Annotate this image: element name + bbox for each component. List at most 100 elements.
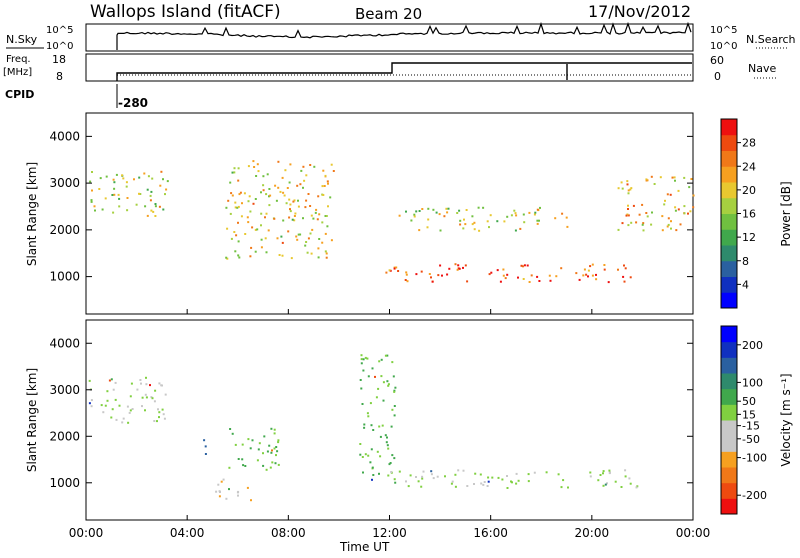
echo-dot [138,192,140,195]
velocity-y-ticks: 4000 3000 2000 1000 [49,336,693,490]
echo-dot [118,404,121,407]
echo-dot [418,210,421,212]
echo-dot [393,478,396,481]
echo-dot [496,269,499,272]
echo-dot [459,219,462,222]
echo-dot [513,209,516,212]
echo-dot [627,208,629,210]
station-title: Wallops Island (fitACF) [90,2,281,22]
echo-dot [370,448,373,451]
echo-dot [327,205,329,208]
echo-dot [362,369,365,372]
colorbar-tick-label: -200 [742,489,767,502]
echo-dot [281,241,284,244]
echo-dot [435,211,438,214]
y-tick-label: 2000 [49,223,80,237]
echo-dot [243,192,246,195]
echo-dot [457,469,460,472]
echo-dot [122,177,125,180]
echo-dot [398,214,401,217]
echo-dot [624,469,627,472]
echo-dot [104,197,107,200]
echo-dot [153,420,156,422]
echo-dot [389,462,392,464]
echo-dot [390,425,393,428]
echo-dot [385,271,388,274]
echo-dot [254,198,257,200]
colorbar-segment [721,388,737,405]
echo-dot [360,387,363,390]
echo-dot [281,254,284,257]
echo-dot [321,221,324,224]
echo-dot [149,199,152,202]
echo-dot [248,195,251,198]
echo-dot [121,174,124,177]
echo-dot [260,238,263,241]
echo-dot [626,183,629,186]
echo-dot [326,225,329,228]
echo-dot [367,375,370,378]
echo-dot [278,254,281,256]
echo-dot [244,465,247,467]
colorbar-tick-label: 16 [742,208,756,221]
echo-dot [233,167,236,170]
echo-dot [363,426,366,429]
echo-dot [670,227,672,230]
echo-dot [293,215,296,217]
echo-dot [677,208,680,211]
echo-dot [487,476,490,479]
echo-dot [237,458,240,460]
echo-dot [627,204,629,207]
echo-dot [393,267,396,270]
echo-dot [277,463,280,466]
echo-dot [229,212,232,215]
echo-dot [289,203,292,206]
echo-dot [514,212,517,215]
echo-dot [265,193,268,196]
echo-dot [239,191,242,194]
echo-dot [406,280,409,283]
velocity-panel: 4000 3000 2000 1000 Slant Range [km] 200 100… [25,319,793,521]
echo-dot [458,267,461,270]
colorbar-tick-label: 28 [742,137,756,150]
echo-dot [141,405,143,408]
echo-dot [393,389,396,392]
echo-dot [491,476,494,479]
echo-dot [671,176,674,179]
colorbar-segment [721,119,737,136]
echo-dot [144,393,147,396]
echo-dot [237,179,240,182]
echo-dot [236,206,239,209]
echo-dot [538,219,540,222]
echo-dot [244,233,247,235]
echo-dot [292,200,295,203]
echo-dot [93,205,96,208]
echo-dot [371,478,373,481]
echo-dot [595,273,597,276]
echo-dot [226,227,229,230]
echo-dot [242,464,245,467]
echo-dot [549,279,552,282]
echo-dot [376,450,379,453]
y-tick-label: 2000 [49,429,80,443]
echo-dot [113,181,116,184]
echo-dot [642,222,645,225]
echo-dot [359,379,362,381]
nsearch-label: N.Search [746,33,796,46]
echo-dot [387,383,390,386]
echo-dot [522,213,525,216]
echo-dot [432,208,435,211]
echo-dot [235,234,238,237]
echo-dot [149,384,151,387]
echo-dot [393,457,396,460]
echo-dot [362,471,364,474]
echo-dot [246,486,249,489]
colorbar-segment [721,260,737,277]
echo-dot [250,499,252,502]
echo-dot [304,206,307,209]
echo-dot [482,483,485,486]
echo-dot [555,275,558,278]
echo-dot [679,223,682,226]
echo-dot [110,416,113,419]
echo-dot [280,235,283,238]
